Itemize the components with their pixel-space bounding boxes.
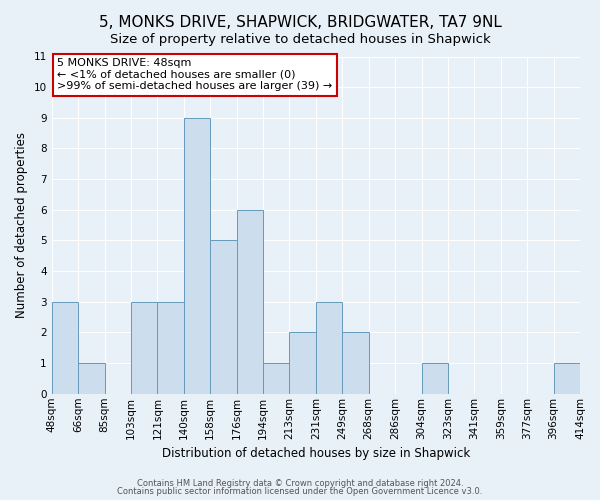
Y-axis label: Number of detached properties: Number of detached properties [15,132,28,318]
Bar [236,210,263,394]
Bar [157,302,184,394]
Bar [342,332,368,394]
Text: Contains public sector information licensed under the Open Government Licence v3: Contains public sector information licen… [118,487,482,496]
Bar [421,363,448,394]
Bar [316,302,342,394]
X-axis label: Distribution of detached houses by size in Shapwick: Distribution of detached houses by size … [162,447,470,460]
Text: 5, MONKS DRIVE, SHAPWICK, BRIDGWATER, TA7 9NL: 5, MONKS DRIVE, SHAPWICK, BRIDGWATER, TA… [98,15,502,30]
Text: 5 MONKS DRIVE: 48sqm
← <1% of detached houses are smaller (0)
>99% of semi-detac: 5 MONKS DRIVE: 48sqm ← <1% of detached h… [57,58,332,92]
Bar [263,363,289,394]
Bar [289,332,316,394]
Text: Size of property relative to detached houses in Shapwick: Size of property relative to detached ho… [110,32,490,46]
Bar [210,240,236,394]
Bar [52,302,78,394]
Bar [78,363,104,394]
Bar [184,118,210,394]
Bar [131,302,157,394]
Bar [554,363,580,394]
Text: Contains HM Land Registry data © Crown copyright and database right 2024.: Contains HM Land Registry data © Crown c… [137,478,463,488]
